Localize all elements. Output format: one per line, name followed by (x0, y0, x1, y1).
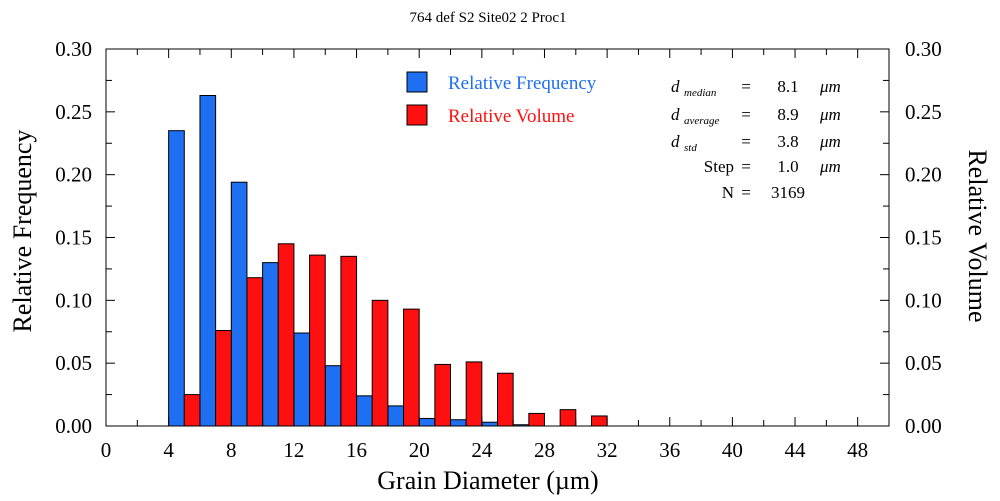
x-tick-label: 44 (785, 438, 807, 462)
stat-symbol: d (671, 77, 680, 96)
stat-unit: μm (819, 105, 841, 124)
y2-tick-label: 0.25 (905, 100, 942, 124)
x-tick-label: 20 (409, 438, 430, 462)
x-axis-label: Grain Diameter (µm) (377, 466, 598, 495)
stat-value: 3.8 (777, 132, 798, 151)
x-tick-label: 36 (659, 438, 680, 462)
stat-equals: = (741, 105, 751, 124)
bar-frequency-17 (357, 396, 373, 426)
x-tick-label: 28 (534, 438, 555, 462)
bar-frequency-9 (231, 182, 247, 426)
bar-volume-7 (216, 330, 232, 426)
x-tick-label: 0 (101, 438, 112, 462)
stat-equals: = (741, 77, 751, 96)
y-tick-label: 0.00 (55, 414, 92, 438)
bar-volume-11 (278, 244, 294, 426)
bar-volume-17 (372, 300, 388, 426)
stat-value: 8.1 (777, 77, 798, 96)
stat-value: 8.9 (777, 105, 798, 124)
legend-label-volume: Relative Volume (448, 106, 574, 127)
y-axis-label: Relative Frequency (8, 130, 37, 333)
y2-tick-label: 0.20 (905, 163, 942, 187)
y-tick-label: 0.30 (55, 37, 92, 61)
legend: Relative Frequency Relative Volume (407, 72, 597, 127)
x-tick-label: 24 (471, 438, 493, 462)
bar-volume-31 (591, 416, 607, 426)
y-tick-label: 0.10 (55, 288, 92, 312)
bar-volume-29 (560, 410, 576, 426)
y2-tick-label: 0.05 (905, 351, 942, 375)
x-tick-label: 8 (226, 438, 237, 462)
stat-equals: = (741, 132, 751, 151)
y2-axis-label: Relative Volume (963, 149, 992, 322)
y2-tick-labels: 0.00 0.05 0.10 0.15 0.20 0.25 0.30 (905, 37, 942, 438)
bar-volume-13 (310, 255, 326, 426)
x-tick-label: 12 (283, 438, 304, 462)
chart-title: 764 def S2 Site02 2 Proc1 (409, 10, 566, 26)
stat-symbol: d (671, 105, 680, 124)
y2-tick-label: 0.10 (905, 288, 942, 312)
bar-volume-9 (247, 278, 263, 426)
bar-volume-27 (529, 413, 545, 426)
x-tick-label: 48 (847, 438, 868, 462)
statistics-box: d median = 8.1 μmd average = 8.9 μmd std = 3.8 μmSte… (671, 77, 841, 202)
y-tick-labels: 0.00 0.05 0.10 0.15 0.20 0.25 0.30 (55, 37, 92, 438)
y2-tick-label: 0.15 (905, 226, 942, 250)
stat-unit: μm (819, 157, 841, 176)
legend-swatch-frequency (407, 72, 427, 92)
stat-equals: = (741, 157, 751, 176)
bar-volume-23 (466, 362, 482, 426)
bar-frequency-15 (325, 366, 341, 426)
grain-size-chart: 764 def S2 Site02 2 Proc1 0 4 8 12 16 20 24 28 3… (0, 0, 1000, 501)
bar-frequency-23 (451, 420, 467, 426)
x-tick-label: 4 (163, 438, 174, 462)
bar-volume-25 (498, 373, 514, 426)
stat-subscript: median (684, 87, 717, 99)
bar-volume-5 (184, 395, 200, 426)
bar-frequency-13 (294, 333, 310, 426)
bar-frequency-19 (388, 406, 404, 426)
legend-swatch-volume (407, 105, 427, 125)
y2-tick-label: 0.30 (905, 37, 942, 61)
stat-value: 3169 (771, 183, 805, 202)
x-tick-label: 16 (346, 438, 367, 462)
bar-frequency-11 (263, 263, 279, 426)
stat-equals: = (741, 183, 751, 202)
bars-group (169, 96, 607, 427)
bar-volume-15 (341, 256, 357, 426)
x-tick-labels: 0 4 8 12 16 20 24 28 32 36 40 44 48 (101, 438, 868, 462)
stat-unit: μm (819, 77, 841, 96)
bar-frequency-5 (169, 131, 185, 426)
y2-tick-label: 0.00 (905, 414, 942, 438)
stat-symbol: N (722, 183, 734, 202)
bar-volume-21 (435, 364, 451, 426)
y-tick-label: 0.05 (55, 351, 92, 375)
y-tick-label: 0.25 (55, 100, 92, 124)
y-tick-label: 0.15 (55, 226, 92, 250)
bar-frequency-7 (200, 96, 216, 427)
bar-frequency-21 (419, 418, 435, 426)
x-tick-label: 32 (597, 438, 618, 462)
bar-volume-19 (404, 309, 420, 426)
stat-unit: μm (819, 132, 841, 151)
y-tick-label: 0.20 (55, 163, 92, 187)
stat-symbol: Step (704, 157, 734, 176)
legend-label-frequency: Relative Frequency (448, 73, 597, 94)
x-tick-label: 40 (722, 438, 743, 462)
stat-symbol: d (671, 132, 680, 151)
stat-subscript: std (684, 142, 697, 154)
stat-value: 1.0 (777, 157, 798, 176)
stat-subscript: average (684, 115, 720, 127)
bar-frequency-25 (482, 422, 498, 426)
